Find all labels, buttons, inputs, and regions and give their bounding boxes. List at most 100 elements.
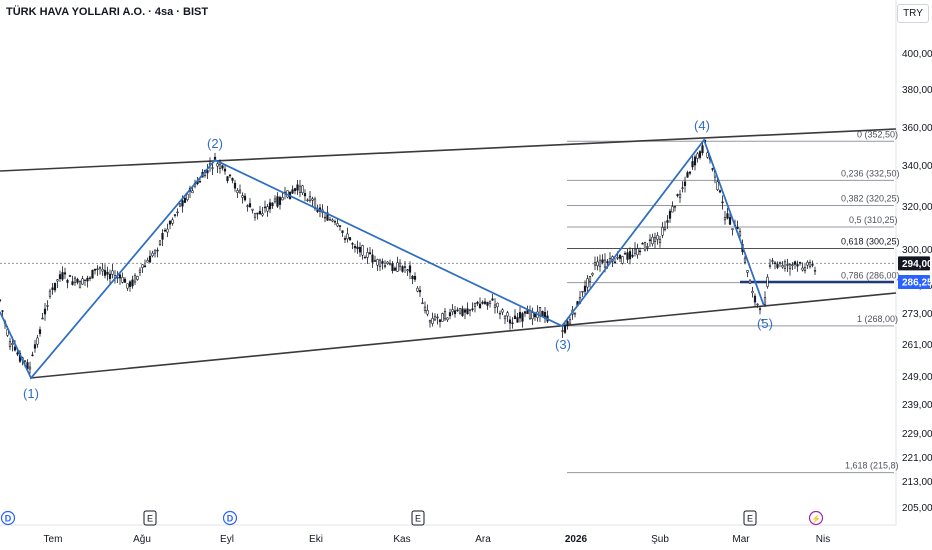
candle-body — [791, 264, 794, 266]
candle-body — [326, 212, 329, 221]
candle-body — [323, 216, 327, 219]
candle-body — [598, 259, 602, 267]
candle-body — [36, 337, 39, 345]
candle-body — [501, 309, 504, 313]
candle-body — [148, 255, 152, 263]
time-axis-label: Mar — [732, 534, 750, 545]
price-tick-label: 205,00 — [902, 503, 932, 514]
time-axis-label: Şub — [651, 534, 669, 545]
candle-body — [176, 211, 179, 214]
candle-body — [796, 264, 799, 267]
earnings-marker[interactable] — [411, 510, 425, 526]
candle-body — [181, 200, 184, 207]
candle-body — [626, 252, 629, 260]
candle-body — [616, 257, 619, 259]
crosshair-price-tag-bg — [898, 275, 930, 289]
candle-body — [723, 217, 727, 221]
dividend-marker[interactable] — [0, 510, 16, 526]
candle-body — [441, 313, 444, 322]
candle-body — [73, 277, 77, 283]
candle-body — [753, 295, 757, 303]
elliott-wave-path-overlay — [0, 138, 765, 380]
candle-body — [51, 287, 54, 290]
candle-body — [636, 248, 639, 256]
channel-upper-line — [0, 128, 897, 172]
candle-body — [438, 319, 442, 322]
candle-body — [456, 309, 459, 312]
candle-body — [198, 180, 202, 183]
fib-level-label: 0,382 (320,25) — [841, 193, 900, 203]
candle-body — [813, 270, 817, 272]
candle-body — [671, 206, 674, 213]
dividend-marker[interactable] — [222, 510, 238, 526]
candle-body — [46, 305, 49, 307]
candle-body — [563, 325, 567, 333]
candle-body — [296, 184, 299, 191]
candle-body — [63, 272, 67, 275]
candle-body — [366, 252, 369, 258]
candle-body — [216, 163, 219, 167]
candle-body — [786, 264, 789, 266]
candle-body — [373, 260, 377, 262]
candle-body — [468, 309, 472, 311]
candle-body — [388, 263, 392, 266]
last-price-tag: 294,00 — [902, 259, 932, 270]
candle-body — [168, 220, 172, 225]
candle-body — [266, 206, 269, 212]
currency-button[interactable]: TRY — [897, 4, 929, 23]
candle-body — [356, 246, 359, 250]
candle-body — [618, 254, 622, 259]
candle-body — [86, 277, 89, 282]
candle-body — [503, 315, 507, 320]
candle-body — [363, 256, 367, 259]
split-marker[interactable] — [808, 510, 824, 526]
candle-body — [398, 262, 402, 267]
candle-body — [793, 261, 797, 265]
candle-body — [158, 240, 162, 245]
wave-label: (5) — [757, 316, 773, 331]
earnings-marker[interactable] — [743, 510, 757, 526]
elliott-wave-path — [0, 138, 765, 380]
price-tick-label: 300,00 — [902, 245, 932, 256]
candle-body — [336, 223, 339, 227]
candle-body — [461, 308, 464, 316]
candle-body — [433, 315, 437, 321]
candle-body — [686, 172, 689, 178]
candle-body — [691, 161, 694, 168]
fib-level-label: 0,5 (310,25) — [849, 215, 898, 225]
channel-lower-line — [29, 292, 897, 379]
candle-body — [133, 275, 137, 283]
candle-body — [238, 189, 242, 193]
candle-body — [178, 203, 182, 207]
candle-body — [68, 275, 72, 277]
candle-body — [638, 250, 642, 253]
candle-body — [673, 206, 677, 208]
wave-label: (2) — [207, 136, 223, 151]
candle-body — [146, 260, 149, 263]
candle-body — [293, 188, 297, 192]
candle-body — [308, 196, 312, 201]
candle-body — [601, 259, 604, 263]
candle-body — [488, 300, 492, 304]
candle-body — [633, 248, 637, 254]
candle-body — [23, 360, 27, 362]
candle-body — [486, 302, 489, 306]
candle-body — [248, 203, 252, 208]
fib-level-label: 1,618 (215,8) — [845, 461, 899, 471]
candle-body — [803, 267, 807, 272]
candle-body — [408, 265, 412, 273]
earnings-marker[interactable] — [143, 510, 157, 526]
candle-body — [96, 268, 99, 270]
candle-body — [751, 291, 754, 294]
candle-body — [401, 266, 404, 272]
candle-body — [28, 366, 32, 370]
candle-body — [143, 265, 147, 268]
candle-body — [773, 262, 777, 264]
price-tick-label: 221,00 — [902, 453, 932, 464]
candle-body — [648, 239, 652, 241]
time-axis-label: Ara — [475, 534, 491, 545]
candle-body — [473, 302, 477, 307]
candle-body — [808, 262, 812, 268]
price-tick-label: 261,00 — [902, 340, 932, 351]
